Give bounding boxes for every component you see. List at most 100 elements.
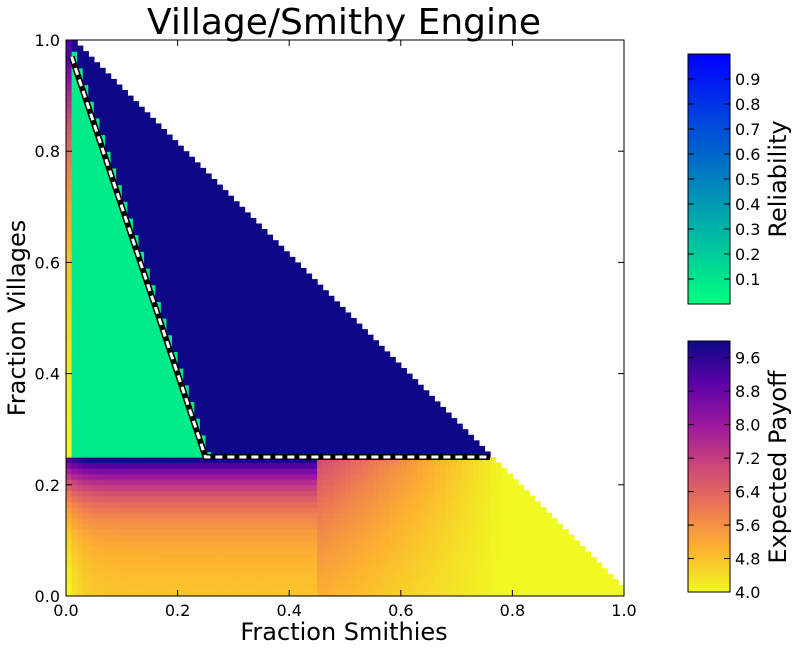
heatmap-cell [88,351,95,358]
heatmap-cell [317,295,324,302]
heatmap-cell [322,423,329,430]
heatmap-cell [490,512,497,519]
heatmap-cell [317,418,324,425]
heatmap-cell [233,306,240,314]
heatmap-cell [194,351,201,358]
heatmap-cell [389,434,396,441]
heatmap-cell [77,573,84,580]
heatmap-cell [194,290,201,297]
heatmap-cell [160,579,168,586]
heatmap-cell [322,318,329,325]
heatmap-cell [333,418,341,425]
heatmap-cell [478,579,486,586]
heatmap-cell [132,490,140,497]
heatmap-cell [216,356,223,364]
heatmap-cell [490,507,497,514]
heatmap-cell [311,484,318,491]
heatmap-cell [328,362,335,369]
heatmap-cell [71,573,78,580]
heatmap-cell [289,573,296,580]
heatmap-cell [300,412,307,419]
heatmap-cell [283,584,290,592]
heatmap-cell [71,112,78,119]
heatmap-cell [300,368,307,375]
heatmap-cell [211,562,218,569]
heatmap-cell [255,301,262,308]
heatmap-cell [300,284,307,291]
heatmap-cell [93,245,101,252]
heatmap-cell [77,201,84,208]
heatmap-cell [350,468,357,475]
heatmap-cell [406,557,413,564]
heatmap-cell [244,473,251,480]
heatmap-cell [322,462,329,469]
heatmap-cell [149,451,156,458]
heatmap-cell [183,256,190,263]
heatmap-cell [116,384,123,391]
heatmap-cell [199,512,207,519]
heatmap-cell [339,356,346,364]
heatmap-cell [149,345,156,352]
heatmap-cell [372,490,380,497]
heatmap-cell [272,267,279,275]
heatmap-cell [121,195,128,202]
heatmap-cell [238,490,246,497]
heatmap-cell [255,279,262,286]
heatmap-cell [294,429,301,436]
heatmap-cell [473,557,480,564]
heatmap-cell [99,245,106,252]
heatmap-cell [216,184,223,191]
heatmap-cell [177,229,184,236]
heatmap-cell [77,156,84,163]
heatmap-cell [456,462,463,469]
heatmap-cell [132,273,140,280]
heatmap-cell [194,279,201,286]
heatmap-cell [417,401,424,408]
heatmap-cell [478,462,486,469]
heatmap-cell [71,451,78,458]
heatmap-cell [172,284,179,291]
heatmap-cell [311,362,318,369]
heatmap-cell [305,484,313,491]
heatmap-cell [395,579,402,586]
heatmap-cell [144,345,151,352]
heatmap-cell [149,123,156,130]
heatmap-cell [155,462,162,469]
heatmap-cell [77,545,84,553]
heatmap-cell [244,529,251,536]
heatmap-cell [456,529,463,536]
heatmap-cell [317,568,324,575]
heatmap-cell [356,495,363,503]
heatmap-cell [132,128,140,136]
heatmap-cell [294,318,301,325]
heatmap-cell [278,579,285,586]
heatmap-cell [216,362,223,369]
heatmap-cell [199,390,207,397]
heatmap-cell [216,295,223,302]
heatmap-cell [289,345,296,352]
heatmap-cell [484,562,491,569]
heatmap-cell [99,284,106,291]
heatmap-cell [166,590,173,597]
heatmap-cell [372,579,380,586]
heatmap-cell [166,540,173,547]
heatmap-cell [105,273,112,280]
heatmap-cell [238,507,246,514]
heatmap-cell [350,540,357,547]
heatmap-cell [289,518,296,525]
heatmap-cell [199,551,207,558]
heatmap-cell [238,468,246,475]
heatmap-cell [244,217,251,225]
heatmap-cell [132,279,140,286]
heatmap-cell [77,145,84,152]
heatmap-cell [71,345,78,352]
heatmap-cell [255,245,262,252]
heatmap-cell [283,284,290,291]
heatmap-cell [395,495,402,503]
heatmap-cell [88,306,95,314]
heatmap-cell [339,423,346,430]
heatmap-cell [244,434,251,441]
heatmap-cell [172,290,179,297]
heatmap-cell [105,140,112,147]
heatmap-cell [250,373,257,380]
